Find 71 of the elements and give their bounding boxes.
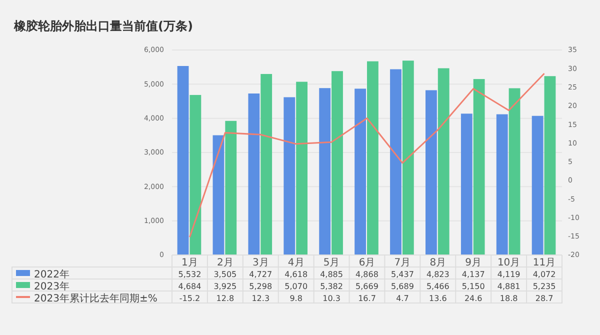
bar [177, 66, 189, 255]
bar [508, 88, 520, 255]
bar [402, 60, 414, 255]
data-label: 4,868 [356, 270, 378, 279]
bar [367, 61, 378, 255]
bar [532, 116, 544, 255]
bar [354, 88, 366, 255]
bar [438, 68, 450, 255]
x-tick-label: 4月 [288, 258, 304, 268]
bar [248, 93, 260, 255]
data-label: 4,684 [178, 282, 202, 291]
data-label: 5,150 [462, 282, 485, 291]
bar [460, 114, 472, 255]
bar [212, 135, 224, 255]
bar [284, 97, 296, 255]
bar [390, 69, 402, 255]
bar [319, 88, 331, 255]
legend-label: 2023年累计比去年同期±% [34, 292, 158, 304]
x-tick-label: 11月 [532, 258, 556, 268]
x-tick-label: 3月 [252, 258, 269, 268]
data-label: 13.6 [429, 294, 447, 303]
data-label: 4,072 [532, 270, 556, 279]
x-tick-label: 9月 [465, 258, 482, 268]
data-label: 5,669 [356, 282, 378, 291]
x-tick-label: 5月 [323, 258, 340, 268]
data-label: 12.8 [216, 294, 234, 303]
bar [190, 94, 202, 255]
data-label: 24.6 [464, 294, 482, 303]
data-label: 5,689 [391, 282, 414, 291]
legend-label: 2023年 [34, 280, 70, 292]
data-label: 5,437 [391, 270, 414, 279]
data-label: 5,382 [320, 282, 343, 291]
line-series [188, 72, 546, 238]
data-label: 4,881 [497, 282, 520, 291]
data-label: 5,466 [426, 282, 450, 291]
data-label: 16.7 [358, 294, 376, 303]
bar [260, 74, 272, 255]
bar [473, 79, 485, 255]
data-label: 4,618 [284, 270, 308, 279]
data-label: 4,119 [497, 270, 520, 279]
bar [496, 114, 508, 255]
data-label: 12.3 [252, 294, 270, 303]
data-label: 5,235 [532, 282, 556, 291]
bar [332, 71, 343, 255]
data-label: 4,727 [249, 270, 272, 279]
data-label: 4,885 [320, 270, 343, 279]
data-label: 4,823 [426, 270, 450, 279]
bar [544, 76, 556, 255]
bar [426, 90, 437, 255]
data-label: 4,137 [462, 270, 485, 279]
data-label: 5,298 [249, 282, 272, 291]
data-label: 5,070 [284, 282, 308, 291]
x-tick-label: 2月 [216, 258, 234, 268]
x-tick-label: 1月 [182, 258, 198, 268]
data-label: 9.8 [290, 294, 302, 303]
data-label: 18.8 [500, 294, 518, 303]
data-label: 10.3 [322, 294, 340, 303]
data-label: 3,925 [214, 282, 237, 291]
x-tick-label: 10月 [497, 258, 520, 268]
x-tick-label: 8月 [430, 258, 446, 268]
x-tick-label: 6月 [358, 258, 376, 268]
data-label: 5,532 [178, 270, 202, 279]
data-label: -15.2 [179, 294, 200, 303]
data-label: 3,505 [214, 270, 237, 279]
data-label: 28.7 [535, 294, 554, 303]
bar [225, 120, 237, 255]
bar [296, 82, 308, 255]
chart-title: 橡胶轮胎外胎出口量当前值(万条) [13, 19, 193, 33]
data-label: 4.7 [396, 294, 409, 303]
legend-label: 2022年 [34, 268, 70, 280]
x-tick-label: 7月 [394, 258, 411, 268]
